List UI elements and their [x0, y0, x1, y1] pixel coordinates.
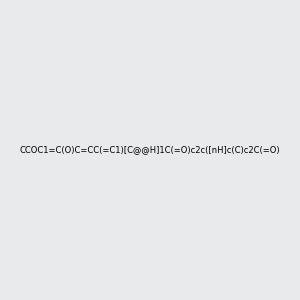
Text: CCOC1=C(O)C=CC(=C1)[C@@H]1C(=O)c2c([nH]c(C)c2C(=O): CCOC1=C(O)C=CC(=C1)[C@@H]1C(=O)c2c([nH]c… — [20, 146, 280, 154]
